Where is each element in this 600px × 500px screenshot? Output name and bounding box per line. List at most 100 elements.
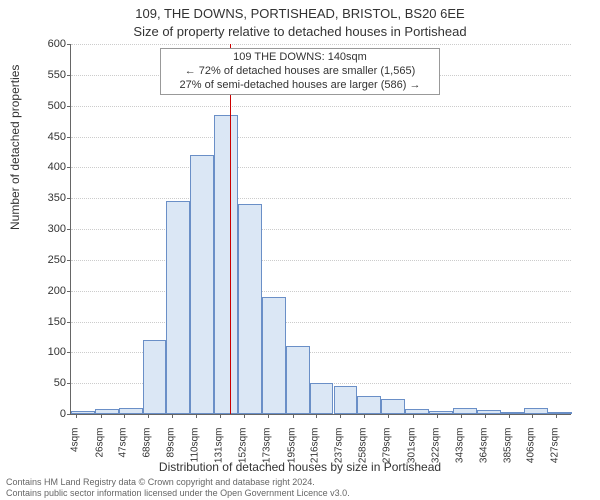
histogram-bar xyxy=(143,340,167,414)
x-tick-mark xyxy=(172,414,173,418)
y-tick-mark xyxy=(67,198,71,199)
x-tick-mark xyxy=(461,414,462,418)
x-tick-mark xyxy=(485,414,486,418)
x-tick-label: 343sqm xyxy=(454,428,465,478)
histogram-bar xyxy=(95,409,119,414)
x-tick-label: 258sqm xyxy=(358,428,369,478)
chart-container: { "title": "109, THE DOWNS, PORTISHEAD, … xyxy=(0,0,600,500)
x-tick-label: 301sqm xyxy=(407,428,418,478)
y-tick-mark xyxy=(67,44,71,45)
y-tick-label: 150 xyxy=(26,316,66,328)
y-tick-mark xyxy=(67,322,71,323)
histogram-bar xyxy=(310,383,334,414)
x-tick-mark xyxy=(244,414,245,418)
y-tick-mark xyxy=(67,352,71,353)
y-tick-mark xyxy=(67,383,71,384)
y-tick-mark xyxy=(67,75,71,76)
y-tick-label: 100 xyxy=(26,346,66,358)
annotation-line-2: ← 72% of detached houses are smaller (1,… xyxy=(165,65,435,79)
histogram-bar xyxy=(119,408,143,414)
gridline xyxy=(71,229,571,230)
y-tick-mark xyxy=(67,260,71,261)
histogram-bar xyxy=(238,204,262,414)
x-tick-label: 216sqm xyxy=(310,428,321,478)
x-tick-mark xyxy=(364,414,365,418)
gridline xyxy=(71,198,571,199)
histogram-bar xyxy=(405,409,429,414)
histogram-bar xyxy=(548,412,572,414)
y-axis-title: Number of detached properties xyxy=(8,65,22,230)
x-tick-mark xyxy=(509,414,510,418)
y-tick-mark xyxy=(67,137,71,138)
x-tick-mark xyxy=(76,414,77,418)
x-tick-mark xyxy=(532,414,533,418)
x-tick-mark xyxy=(340,414,341,418)
x-tick-mark xyxy=(124,414,125,418)
histogram-bar xyxy=(524,408,548,414)
histogram-bar xyxy=(286,346,310,414)
x-tick-mark xyxy=(556,414,557,418)
footer-line-2: Contains public sector information licen… xyxy=(6,488,594,498)
gridline xyxy=(71,322,571,323)
y-tick-label: 200 xyxy=(26,285,66,297)
y-tick-label: 500 xyxy=(26,100,66,112)
y-tick-mark xyxy=(67,229,71,230)
x-tick-mark xyxy=(220,414,221,418)
x-tick-label: 322sqm xyxy=(430,428,441,478)
histogram-bar xyxy=(334,386,358,414)
y-tick-label: 400 xyxy=(26,161,66,173)
y-tick-label: 50 xyxy=(26,377,66,389)
x-tick-mark xyxy=(388,414,389,418)
x-tick-label: 110sqm xyxy=(190,428,201,478)
y-tick-mark xyxy=(67,291,71,292)
reference-line xyxy=(230,44,231,414)
annotation-line-1: 109 THE DOWNS: 140sqm xyxy=(165,51,435,65)
x-tick-label: 152sqm xyxy=(237,428,248,478)
x-tick-label: 279sqm xyxy=(382,428,393,478)
y-tick-label: 350 xyxy=(26,192,66,204)
y-tick-label: 600 xyxy=(26,38,66,50)
plot-area xyxy=(70,44,571,415)
y-tick-label: 300 xyxy=(26,223,66,235)
x-tick-label: 89sqm xyxy=(166,428,177,478)
gridline xyxy=(71,106,571,107)
y-tick-label: 250 xyxy=(26,254,66,266)
chart-title: 109, THE DOWNS, PORTISHEAD, BRISTOL, BS2… xyxy=(0,6,600,21)
histogram-bar xyxy=(214,115,238,414)
x-tick-label: 385sqm xyxy=(502,428,513,478)
y-tick-label: 450 xyxy=(26,131,66,143)
y-tick-mark xyxy=(67,106,71,107)
chart-subtitle: Size of property relative to detached ho… xyxy=(0,24,600,39)
x-tick-label: 173sqm xyxy=(261,428,272,478)
y-tick-label: 550 xyxy=(26,69,66,81)
x-tick-label: 26sqm xyxy=(94,428,105,478)
annotation-line-3: 27% of semi-detached houses are larger (… xyxy=(165,79,435,93)
x-tick-label: 364sqm xyxy=(478,428,489,478)
x-tick-label: 237sqm xyxy=(334,428,345,478)
y-tick-label: 0 xyxy=(26,408,66,420)
histogram-bar xyxy=(166,201,190,414)
histogram-bar xyxy=(262,297,286,414)
x-tick-label: 68sqm xyxy=(142,428,153,478)
annotation-box: 109 THE DOWNS: 140sqm ← 72% of detached … xyxy=(160,48,440,95)
histogram-bar xyxy=(429,411,453,414)
x-tick-mark xyxy=(268,414,269,418)
x-tick-mark xyxy=(101,414,102,418)
y-tick-mark xyxy=(67,167,71,168)
gridline xyxy=(71,260,571,261)
histogram-bar xyxy=(381,399,405,414)
x-tick-mark xyxy=(437,414,438,418)
gridline xyxy=(71,167,571,168)
histogram-bar xyxy=(453,408,477,414)
gridline xyxy=(71,137,571,138)
histogram-bar xyxy=(357,396,381,415)
gridline xyxy=(71,291,571,292)
footer-attribution: Contains HM Land Registry data © Crown c… xyxy=(6,477,594,498)
x-tick-label: 195sqm xyxy=(286,428,297,478)
x-tick-label: 4sqm xyxy=(69,428,80,478)
x-tick-label: 427sqm xyxy=(550,428,561,478)
y-tick-mark xyxy=(67,414,71,415)
x-tick-label: 406sqm xyxy=(526,428,537,478)
histogram-bar xyxy=(501,412,525,414)
x-tick-mark xyxy=(413,414,414,418)
